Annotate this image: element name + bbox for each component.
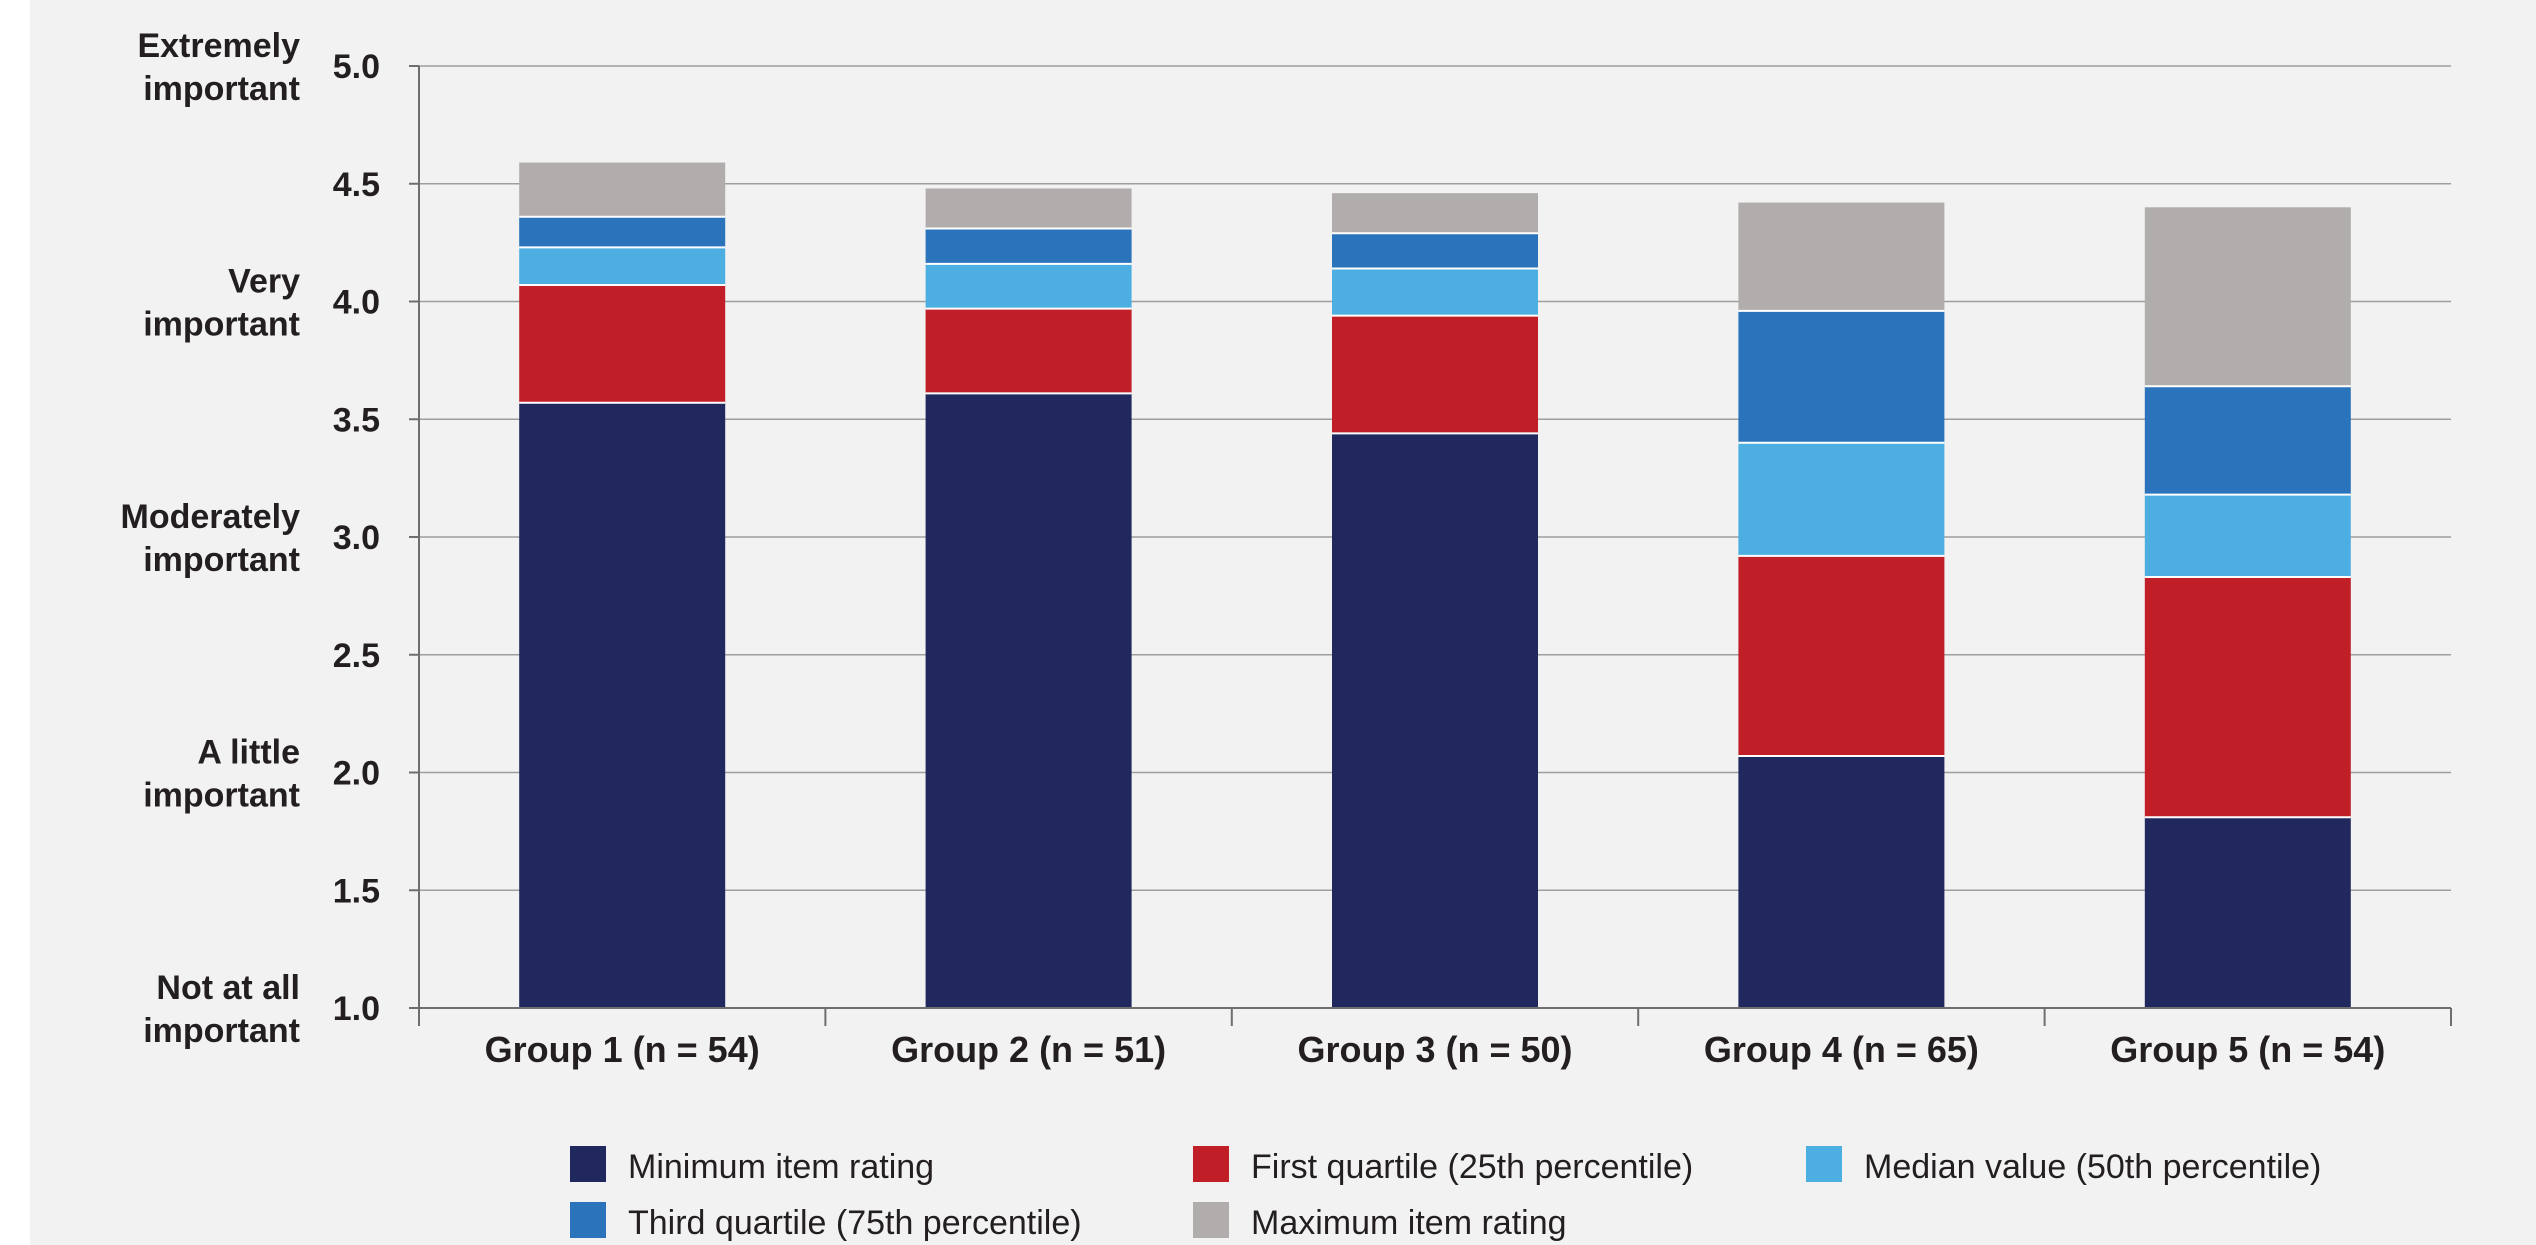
x-tick-label: Group 1 (n = 54): [485, 1029, 760, 1070]
y-tick-label: 3.5: [333, 401, 380, 439]
bar-segment: [519, 285, 726, 403]
y-tick-label: 2.5: [333, 637, 380, 675]
bar-segment: [925, 263, 1132, 309]
bar-segment: [1332, 433, 1538, 1008]
y-category-label: Moderately important: [121, 498, 301, 579]
bar-segment: [925, 308, 1132, 394]
bar-segment: [519, 247, 726, 286]
x-tick-label: Group 4 (n = 65): [1704, 1029, 1979, 1070]
legend-label: Median value (50th percentile): [1864, 1148, 2321, 1186]
bar-segment: [925, 188, 1132, 229]
bar-segment: [1332, 315, 1538, 434]
y-category-label: Very important: [143, 263, 300, 344]
y-tick-labels: 1.0 1.5 2.0 2.5 3.0 3.5 4.0 4.5 5.0: [333, 48, 380, 1028]
bars: [519, 162, 2351, 1009]
legend-item: Minimum item rating: [570, 1146, 934, 1186]
legend-item: First quartile (25th percentile): [1193, 1146, 1693, 1186]
y-category-labels: Not at all important A little important Mode…: [121, 27, 301, 1050]
y-category-label: A little important: [143, 734, 300, 815]
bar-segment: [1738, 756, 1945, 1008]
x-tick-label: Group 3 (n = 50): [1297, 1029, 1572, 1070]
legend-label: Third quartile (75th percentile): [628, 1204, 1082, 1242]
legend-label: Minimum item rating: [628, 1148, 934, 1186]
bar-segment: [519, 216, 726, 248]
bar-segment: [1738, 555, 1945, 757]
bar-segment: [1738, 202, 1945, 311]
bar-segment: [1738, 310, 1945, 443]
bar-segment: [519, 402, 726, 1008]
y-tick-label: 2.0: [333, 755, 380, 793]
bar-segment: [925, 228, 1132, 264]
axes: [409, 65, 2452, 1026]
bar-segment: [1332, 233, 1538, 269]
legend-swatch: [1806, 1146, 1842, 1182]
legend-item: Third quartile (75th percentile): [570, 1202, 1082, 1242]
y-tick-label: 3.0: [333, 519, 380, 557]
bar-segment: [2144, 577, 2351, 818]
x-tick-labels: Group 1 (n = 54) Group 2 (n = 51) Group 3 …: [485, 1029, 2386, 1070]
y-tick-label: 1.0: [333, 990, 380, 1028]
legend-swatch: [1193, 1202, 1229, 1238]
legend-item: Maximum item rating: [1193, 1202, 1567, 1242]
y-tick-label: 5.0: [333, 48, 380, 86]
chart-panel: 1.0 1.5 2.0 2.5 3.0 3.5 4.0 4.5 5.0 Not at all im…: [30, 0, 2536, 1245]
legend-swatch: [570, 1146, 606, 1182]
bar-segment: [2144, 817, 2351, 1008]
y-tick-label: 4.5: [333, 166, 380, 204]
legend-item: Median value (50th percentile): [1806, 1146, 2321, 1186]
legend-label: First quartile (25th percentile): [1251, 1148, 1693, 1186]
stacked-bar-chart: 1.0 1.5 2.0 2.5 3.0 3.5 4.0 4.5 5.0 Not at all im…: [121, 27, 2452, 1242]
legend-swatch: [570, 1202, 606, 1238]
bar-segment: [1738, 442, 1945, 556]
bar-segment: [2144, 494, 2351, 578]
legend: Minimum item rating First quartile (25th …: [570, 1146, 2321, 1242]
bar-segment: [2144, 386, 2351, 495]
y-category-label: Not at all important: [143, 969, 300, 1050]
bar-segment: [1332, 268, 1538, 316]
y-tick-label: 4.0: [333, 284, 380, 322]
legend-swatch: [1193, 1146, 1229, 1182]
y-tick-label: 1.5: [333, 872, 380, 910]
y-category-label: Extremely important: [137, 27, 300, 108]
x-tick-label: Group 2 (n = 51): [891, 1029, 1166, 1070]
bar-segment: [1332, 193, 1538, 234]
bar-segment: [925, 393, 1132, 1009]
bar-segment: [2144, 207, 2351, 387]
bar-segment: [519, 162, 726, 217]
legend-label: Maximum item rating: [1251, 1204, 1567, 1242]
x-tick-label: Group 5 (n = 54): [2110, 1029, 2385, 1070]
